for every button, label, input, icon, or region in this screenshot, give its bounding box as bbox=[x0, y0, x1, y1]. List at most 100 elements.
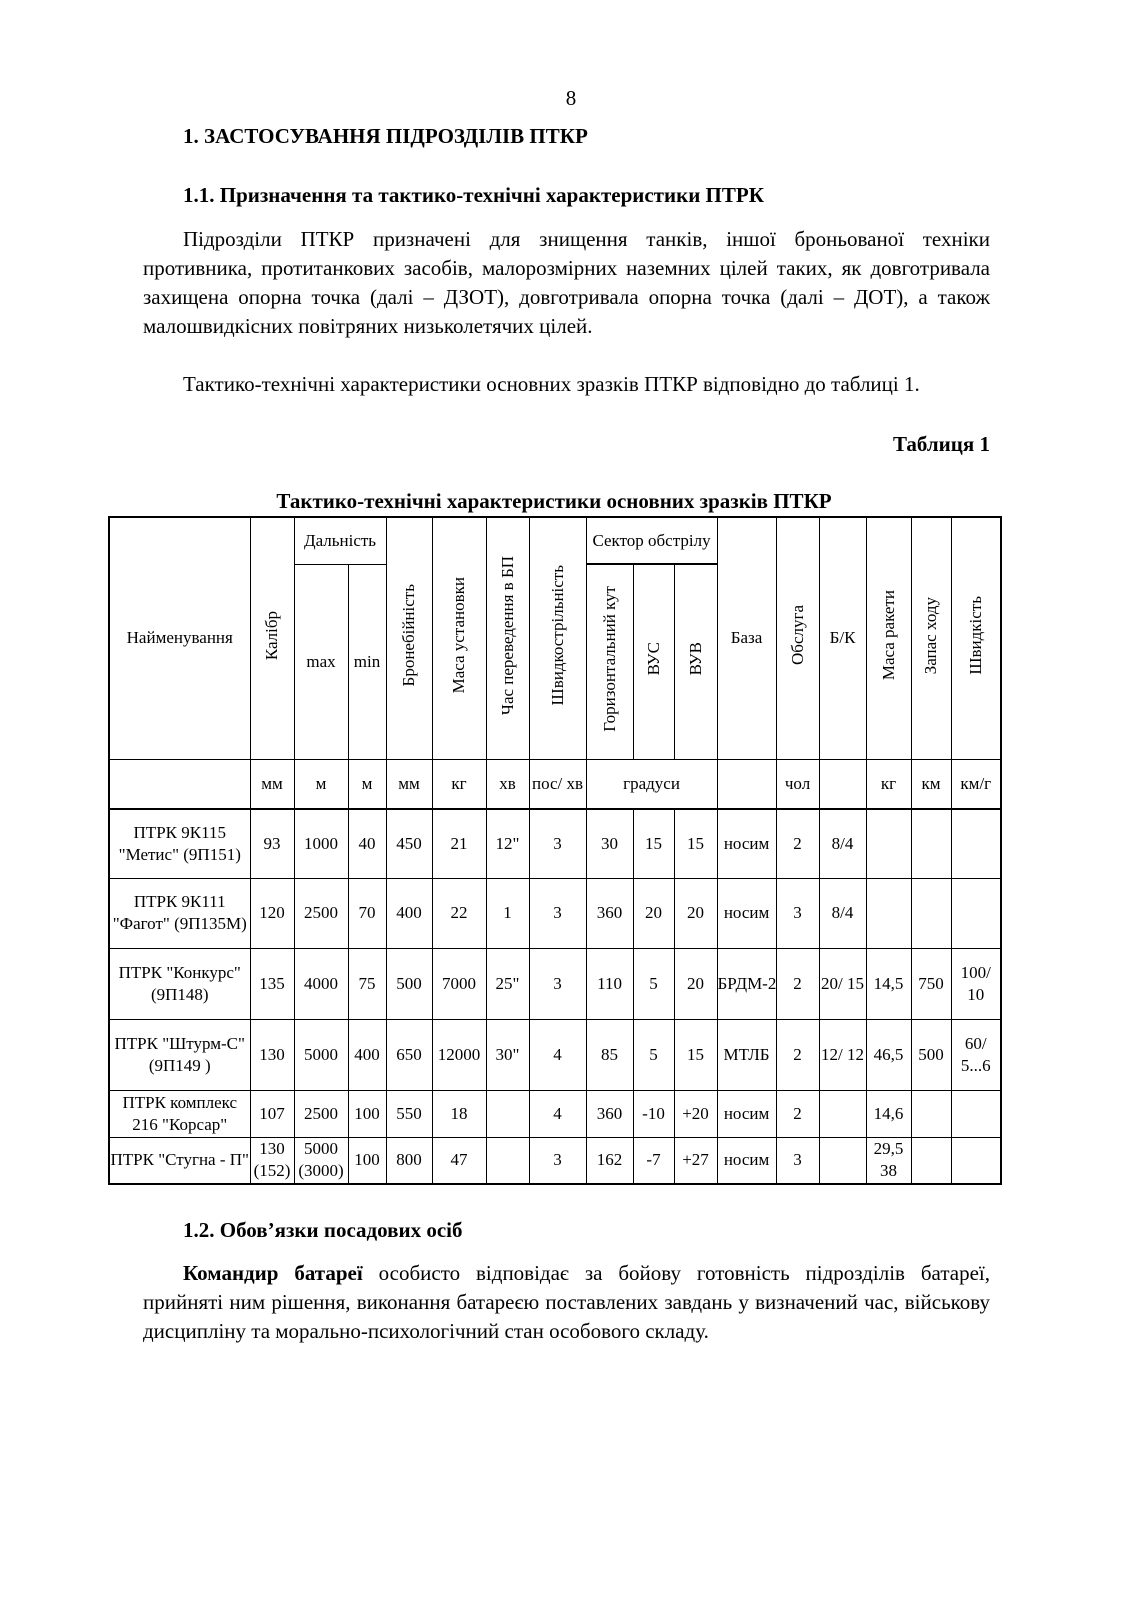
table-cell: 20/ 15 bbox=[818, 947, 867, 1020]
table-cell: 107 bbox=[249, 1089, 295, 1138]
table-cell: 3 bbox=[528, 947, 587, 1020]
table-cell: 85 bbox=[585, 1018, 634, 1091]
table-cell: 12000 bbox=[431, 1018, 487, 1091]
table-cell bbox=[865, 877, 912, 949]
table-cell: 14,6 bbox=[865, 1089, 912, 1138]
table-cell: 3 bbox=[775, 1136, 820, 1185]
header-range: Дальність bbox=[293, 516, 387, 565]
header-bk: Б/К bbox=[818, 516, 867, 760]
table-cell: 15 bbox=[673, 808, 718, 879]
unit-cell: м bbox=[293, 758, 349, 810]
table-cell: -7 bbox=[632, 1136, 675, 1185]
table-title: Тактико-технічні характеристики основних… bbox=[276, 489, 832, 513]
table-cell: 47 bbox=[431, 1136, 487, 1185]
unit-cell bbox=[716, 758, 777, 810]
table-cell: -10 bbox=[632, 1089, 675, 1138]
table-cell bbox=[485, 1089, 530, 1138]
table-cell: 3 bbox=[528, 877, 587, 949]
header-rate: Швидкострільність bbox=[528, 516, 587, 760]
table-cell: 360 bbox=[585, 877, 634, 949]
header-missile-mass: Маса ракети bbox=[865, 516, 912, 760]
table-cell: 93 bbox=[249, 808, 295, 879]
table-cell: 29,5 38 bbox=[865, 1136, 912, 1185]
specs-table: Найменування Калібр Дальність Бронебійні… bbox=[108, 516, 1003, 1185]
table-cell: 800 bbox=[385, 1136, 433, 1185]
table-cell: 135 bbox=[249, 947, 295, 1020]
table-cell: 3 bbox=[528, 1136, 587, 1185]
unit-cell: м bbox=[347, 758, 387, 810]
table-cell: +20 bbox=[673, 1089, 718, 1138]
table-cell: носим bbox=[716, 808, 777, 879]
table-cell: 12/ 12 bbox=[818, 1018, 867, 1091]
paragraph: Підрозділи ПТКР призначені для знищення … bbox=[143, 227, 990, 338]
table-cell: 18 bbox=[431, 1089, 487, 1138]
table-row: ПТРК "Штурм-С" (9П149 ) 130 5000 400 650 1200… bbox=[108, 1018, 1002, 1091]
table-cell: 70 bbox=[347, 877, 387, 949]
system-name: ПТРК "Стугна - П" bbox=[108, 1136, 251, 1185]
table-cell: 7000 bbox=[431, 947, 487, 1020]
table-cell: 5000 bbox=[293, 1018, 349, 1091]
table-cell: 3 bbox=[528, 808, 587, 879]
table-cell: 100 bbox=[347, 1089, 387, 1138]
system-name: ПТРК 9К111 "Фагот" (9П135М) bbox=[108, 877, 251, 949]
header-range-max: max bbox=[293, 563, 349, 760]
table-cell: 400 bbox=[385, 877, 433, 949]
table-cell: 5000 (3000) bbox=[293, 1136, 349, 1185]
table-cell: 2 bbox=[775, 1089, 820, 1138]
table-cell: 2 bbox=[775, 1018, 820, 1091]
table-cell: БРДМ-2 bbox=[716, 947, 777, 1020]
table-cell bbox=[818, 1136, 867, 1185]
table-cell: 500 bbox=[910, 1018, 952, 1091]
header-armor: Бронебійність bbox=[385, 516, 433, 760]
unit-cell: чол bbox=[775, 758, 820, 810]
header-range-min: min bbox=[347, 563, 387, 760]
unit-cell: градуси bbox=[585, 758, 718, 810]
unit-cell bbox=[108, 758, 251, 810]
table-cell bbox=[950, 808, 1002, 879]
section-heading: 1.1. Призначення та тактико-технічні хар… bbox=[183, 183, 764, 207]
paragraph: Командир батареї особисто відповідає за … bbox=[143, 1261, 990, 1343]
table-cell: 60/ 5...6 bbox=[950, 1018, 1002, 1091]
table-cell: 500 bbox=[385, 947, 433, 1020]
table-cell: носим bbox=[716, 877, 777, 949]
table-cell: 8/4 bbox=[818, 877, 867, 949]
table-cell: 22 bbox=[431, 877, 487, 949]
table-cell: 4 bbox=[528, 1018, 587, 1091]
table-cell: 2 bbox=[775, 947, 820, 1020]
table-cell: 30 bbox=[585, 808, 634, 879]
table-row: ПТРК 9К115 "Метис" (9П151) 93 1000 40 450 21 1… bbox=[108, 808, 1002, 879]
table-cell: 110 bbox=[585, 947, 634, 1020]
table-cell: 21 bbox=[431, 808, 487, 879]
header-caliber: Калібр bbox=[249, 516, 295, 760]
table-cell: 650 bbox=[385, 1018, 433, 1091]
section-heading: 1.2. Обов’язки посадових осіб bbox=[183, 1218, 463, 1242]
table-row: ПТРК "Конкурс" (9П148) 135 4000 75 500 7000 25… bbox=[108, 947, 1002, 1020]
chapter-heading: 1. ЗАСТОСУВАННЯ ПІДРОЗДІЛІВ ПТКР bbox=[183, 124, 588, 148]
table-cell: 3 bbox=[775, 877, 820, 949]
table-cell: 14,5 bbox=[865, 947, 912, 1020]
header-speed: Швидкість bbox=[950, 516, 1002, 760]
header-time: Час переведення в БП bbox=[485, 516, 530, 760]
bold-term: Командир батареї bbox=[183, 1261, 363, 1285]
table-cell bbox=[950, 1089, 1002, 1138]
table-cell: 5 bbox=[632, 1018, 675, 1091]
table-cell: 2 bbox=[775, 808, 820, 879]
table-cell: 5 bbox=[632, 947, 675, 1020]
table-cell: 20 bbox=[673, 877, 718, 949]
header-base: База bbox=[716, 516, 777, 760]
table-cell: 4 bbox=[528, 1089, 587, 1138]
table-cell bbox=[950, 877, 1002, 949]
header-vuv: ВУВ bbox=[673, 563, 718, 760]
table-cell: 30" bbox=[485, 1018, 530, 1091]
table-cell: 400 bbox=[347, 1018, 387, 1091]
table-cell: 4000 bbox=[293, 947, 349, 1020]
unit-cell: мм bbox=[249, 758, 295, 810]
table-cell: 46,5 bbox=[865, 1018, 912, 1091]
table-cell bbox=[818, 1089, 867, 1138]
table-cell: 40 bbox=[347, 808, 387, 879]
header-mass: Маса установки bbox=[431, 516, 487, 760]
table-cell: 120 bbox=[249, 877, 295, 949]
header-crew: Обслуга bbox=[775, 516, 820, 760]
table-cell: 2500 bbox=[293, 877, 349, 949]
table-cell: 550 bbox=[385, 1089, 433, 1138]
